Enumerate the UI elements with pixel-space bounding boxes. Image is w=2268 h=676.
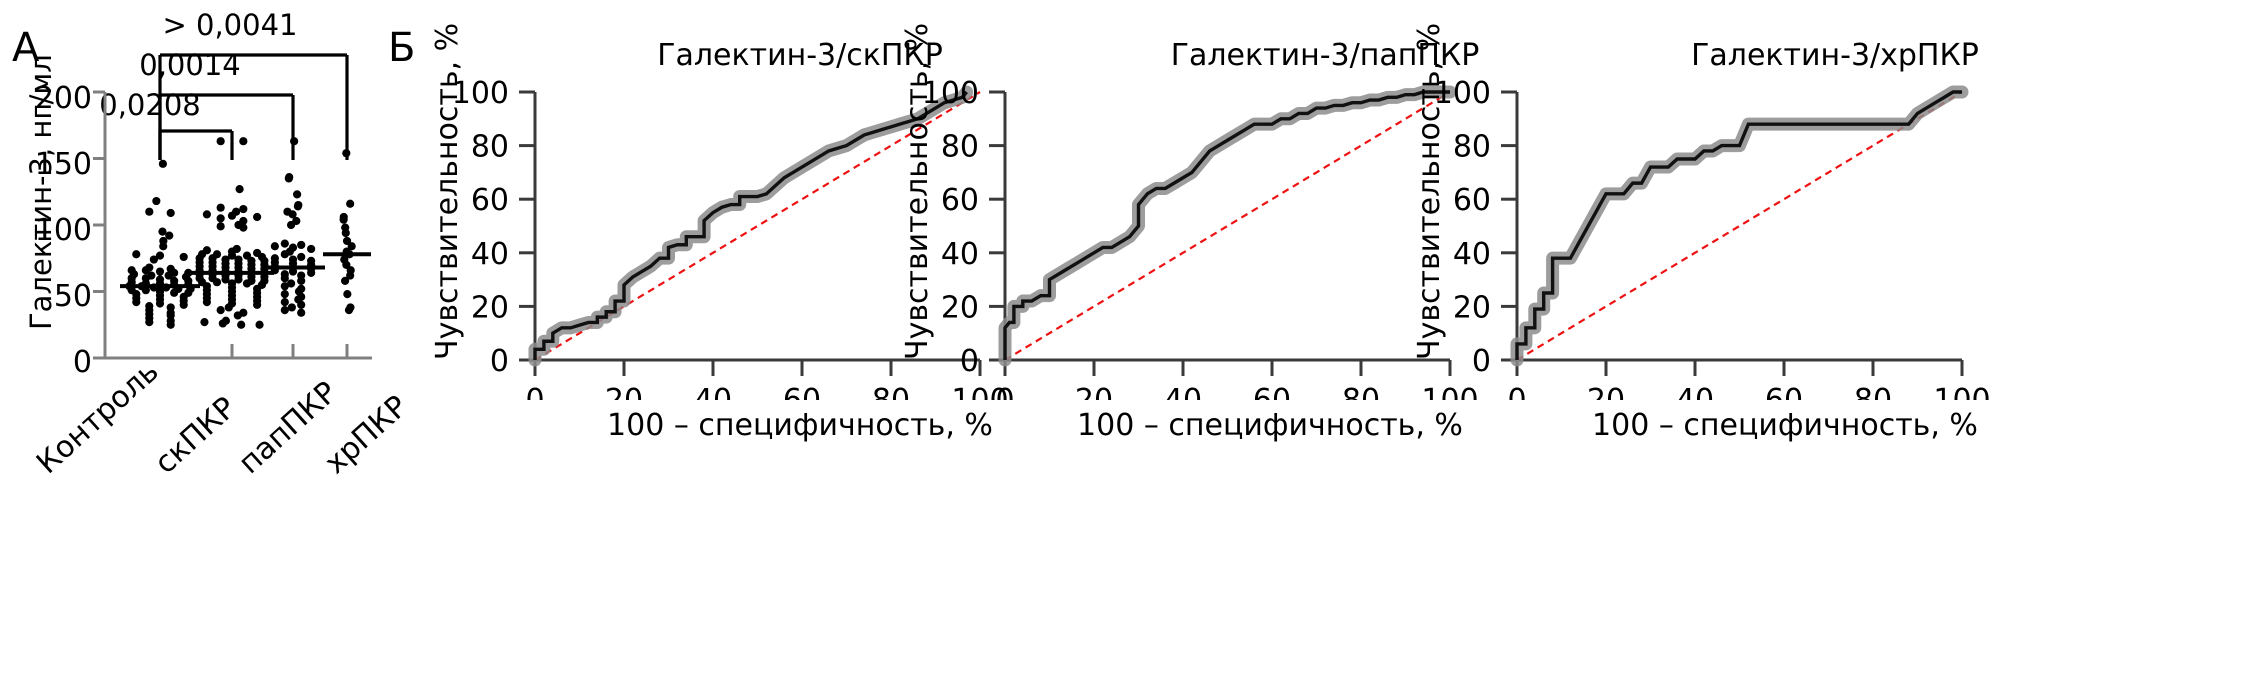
roc-ytick-label: 60 xyxy=(1453,183,1491,218)
roc-ytick-label: 20 xyxy=(1453,290,1491,325)
roc-xtick-label: 60 xyxy=(1765,383,1803,400)
roc-xtick-label: 40 xyxy=(694,383,732,400)
roc-ytick-label: 80 xyxy=(471,130,509,165)
roc-ytick-label: 40 xyxy=(471,237,509,272)
panel-a-category-skpkr: скПКР xyxy=(148,390,244,482)
roc-ytick-label: 80 xyxy=(941,130,979,165)
roc-ytick-label: 100 xyxy=(1434,76,1491,111)
roc-chart-1: 002020404060608080100100 xyxy=(452,76,1009,400)
roc-xtick-label: 20 xyxy=(605,383,643,400)
roc-xtick-label: 80 xyxy=(872,383,910,400)
panel-letter-b: Б xyxy=(388,25,416,71)
panel-a-ytick-150: 150 xyxy=(34,147,92,182)
roc-xtick-label: 0 xyxy=(525,383,544,400)
roc-title-2: Галектин-3/папПКР xyxy=(1170,38,1480,73)
panel-a-ytick-200: 200 xyxy=(34,81,92,116)
roc-xtick-label: 40 xyxy=(1164,383,1202,400)
roc-ytick-label: 40 xyxy=(941,237,979,272)
roc-3-x-axis-label: 100 – специфичность, % xyxy=(1592,408,1978,443)
roc-xtick-label: 20 xyxy=(1075,383,1113,400)
panel-a-ytick-50: 50 xyxy=(53,279,92,314)
roc-ytick-label: 80 xyxy=(1453,130,1491,165)
roc-xtick-label: 40 xyxy=(1676,383,1714,400)
roc-ytick-label: 100 xyxy=(922,76,979,111)
roc-ytick-label: 0 xyxy=(1472,344,1491,379)
roc-xtick-label: 60 xyxy=(1253,383,1291,400)
roc-xtick-label: 20 xyxy=(1587,383,1625,400)
panel-a-ytick-0: 0 xyxy=(72,345,92,380)
roc-ytick-label: 40 xyxy=(1453,237,1491,272)
roc-ytick-label: 100 xyxy=(452,76,509,111)
roc-chart-3: 00 20 20 40 40 60 60 80 80 100 100 xyxy=(1434,76,1991,400)
roc-xtick-label: 80 xyxy=(1342,383,1380,400)
roc-xtick-label: 100 xyxy=(951,383,1008,400)
roc-1-x-axis-label: 100 – специфичность, % xyxy=(607,408,993,443)
panel-letter-a: А xyxy=(12,25,40,71)
roc-ytick-label: 20 xyxy=(941,290,979,325)
roc-ytick-label: 0 xyxy=(490,344,509,379)
roc-ytick-label: 60 xyxy=(471,183,509,218)
roc-xtick-label: 100 xyxy=(1933,383,1990,400)
roc-2-x-axis-label: 100 – специфичность, % xyxy=(1077,408,1463,443)
panel-a-ytick-100: 100 xyxy=(34,213,92,248)
panel-a-scatter-plot xyxy=(93,53,372,360)
roc-title-1: Галектин-3/скПКР xyxy=(657,38,943,73)
roc-xtick-label: 60 xyxy=(783,383,821,400)
roc-xtick-label: 0 xyxy=(1507,383,1526,400)
roc-ytick-label: 0 xyxy=(960,344,979,379)
roc-chart-2: 00 20 20 40 40 60 60 80 80 100 100 xyxy=(922,76,1479,400)
pvalue-label-control-vs-hrpkr: > 0,0041 xyxy=(162,8,298,42)
roc-xtick-label: 0 xyxy=(995,383,1014,400)
roc-title-3: Галектин-3/хрПКР xyxy=(1691,38,1979,73)
roc-ytick-label: 60 xyxy=(941,183,979,218)
roc-xtick-label: 100 xyxy=(1421,383,1478,400)
roc-ytick-label: 20 xyxy=(471,290,509,325)
roc-xtick-label: 80 xyxy=(1854,383,1892,400)
